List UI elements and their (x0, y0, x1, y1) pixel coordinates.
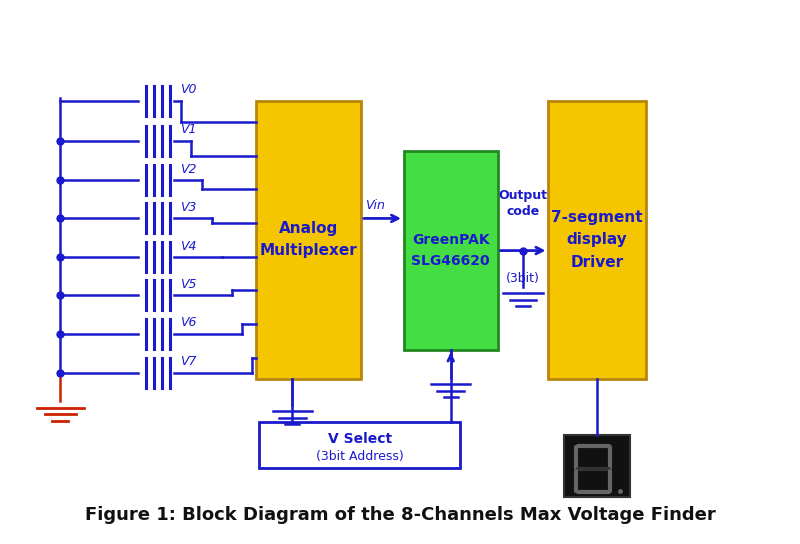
Text: V6: V6 (180, 316, 196, 329)
Text: Output
code: Output code (498, 189, 547, 219)
Text: 7-segment
display
Driver: 7-segment display Driver (551, 210, 643, 270)
Text: GreenPAK
SLG46620: GreenPAK SLG46620 (411, 233, 490, 268)
Text: V7: V7 (180, 355, 196, 368)
Text: V1: V1 (180, 123, 196, 137)
Bar (548, 101, 646, 379)
Bar (404, 151, 498, 350)
Text: V3: V3 (180, 201, 196, 214)
Bar (564, 435, 630, 497)
Text: Analog
Multiplexer: Analog Multiplexer (259, 221, 357, 258)
Text: (3bit Address): (3bit Address) (316, 450, 404, 462)
Text: V Select: V Select (328, 432, 392, 446)
Text: V5: V5 (180, 278, 196, 290)
Text: V2: V2 (180, 163, 196, 176)
Text: V4: V4 (180, 240, 196, 253)
Text: V0: V0 (180, 83, 196, 96)
Text: Vin: Vin (365, 199, 385, 212)
Bar (255, 101, 361, 379)
Bar (259, 422, 460, 467)
Text: (3bit): (3bit) (506, 272, 540, 285)
Text: Figure 1: Block Diagram of the 8-Channels Max Voltage Finder: Figure 1: Block Diagram of the 8-Channel… (85, 506, 715, 524)
